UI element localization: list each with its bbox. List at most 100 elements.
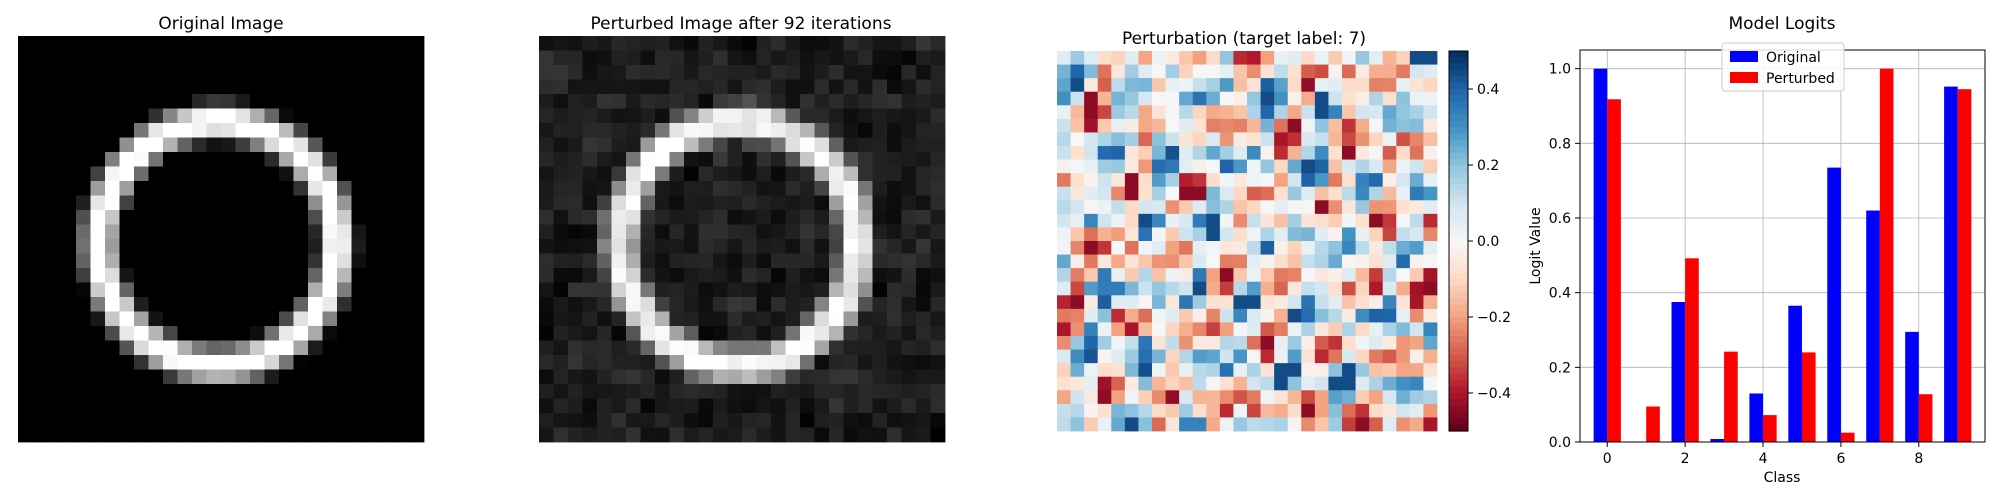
pixel-cell	[582, 137, 598, 153]
pixel-cell	[1423, 241, 1438, 255]
pixel-cell	[901, 108, 917, 124]
pixel-cell	[177, 239, 193, 254]
pixel-cell	[1124, 390, 1139, 405]
pixel-cell	[279, 94, 294, 109]
pixel-cell	[221, 297, 236, 312]
pixel-cell	[380, 36, 396, 51]
pixel-cell	[582, 268, 598, 283]
pixel-cell	[119, 210, 135, 225]
pixel-cell	[1355, 390, 1370, 405]
pixel-cell	[366, 297, 381, 312]
pixel-cell	[177, 210, 193, 225]
pixel-cell	[1097, 105, 1112, 120]
pixel-cell	[930, 340, 946, 356]
pixel-cell	[1233, 200, 1248, 215]
pixel-cell	[640, 181, 656, 196]
pixel-cell	[916, 413, 931, 428]
pixel-cell	[1301, 200, 1316, 215]
pixel-cell	[235, 253, 251, 269]
pixel-cell	[655, 253, 670, 269]
pixel-cell	[351, 340, 367, 356]
pixel-cell	[800, 384, 815, 399]
pixel-cell	[163, 413, 178, 428]
pixel-cell	[1192, 417, 1207, 432]
pixel-cell	[611, 36, 627, 51]
pixel-cell	[395, 152, 410, 167]
pixel-cell	[1301, 241, 1316, 255]
pixel-cell	[1152, 241, 1166, 255]
pixel-cell	[669, 239, 685, 254]
pixel-cell	[366, 94, 381, 109]
pixel-cell	[1138, 186, 1153, 201]
pixel-cell	[684, 152, 699, 167]
pixel-cell	[1287, 186, 1302, 201]
pixel-cell	[814, 311, 830, 327]
pixel-cell	[1070, 51, 1085, 65]
pixel-cell	[119, 94, 135, 109]
pixel-cell	[18, 355, 33, 370]
pixel-cell	[148, 427, 164, 443]
pixel-cell	[785, 65, 801, 80]
pixel-cell	[1423, 186, 1438, 201]
pixel-cell	[1314, 417, 1329, 432]
pixel-cell	[366, 268, 381, 283]
pixel-cell	[76, 239, 91, 254]
pixel-cell	[293, 137, 309, 153]
pixel-cell	[380, 210, 396, 225]
pixel-cell	[829, 108, 844, 124]
pixel-cell	[930, 166, 946, 182]
pixel-cell	[1382, 51, 1397, 65]
pixel-cell	[698, 79, 714, 95]
pixel-cell	[1124, 118, 1139, 133]
pixel-cell	[858, 137, 873, 153]
pixel-cell	[279, 210, 294, 225]
pixel-cell	[293, 326, 309, 341]
pixel-cell	[1233, 322, 1248, 337]
pixel-cell	[1287, 403, 1302, 418]
pixel-cell	[279, 413, 294, 428]
pixel-cell	[1165, 268, 1180, 283]
pixel-cell	[1314, 403, 1329, 418]
pixel-cell	[409, 195, 425, 211]
pixel-cell	[1057, 295, 1071, 310]
pixel-cell	[1165, 403, 1180, 418]
pixel-cell	[206, 355, 222, 370]
pixel-cell	[1314, 200, 1329, 215]
pixel-cell	[858, 355, 873, 370]
pixel-cell	[1124, 78, 1139, 93]
pixel-cell	[1369, 91, 1384, 106]
pixel-cell	[800, 50, 815, 66]
pixel-cell	[742, 166, 757, 182]
pixel-cell	[148, 224, 164, 240]
pixel-cell	[1409, 336, 1424, 350]
pixel-cell	[1206, 254, 1221, 269]
pixel-cell	[669, 355, 685, 370]
pixel-cell	[322, 427, 338, 443]
pixel-cell	[1247, 254, 1261, 269]
pixel-cell	[727, 326, 743, 341]
pixel-cell	[1396, 403, 1411, 418]
bar-perturbed-class-7	[1879, 68, 1894, 443]
pixel-cell	[308, 123, 323, 138]
pixel-cell	[597, 152, 612, 167]
pixel-cell	[206, 282, 222, 298]
pixel-cell	[105, 384, 120, 399]
pixel-cell	[1206, 78, 1221, 93]
pixel-cell	[148, 326, 164, 341]
pixel-cell	[1423, 173, 1438, 188]
pixel-cell	[119, 427, 135, 443]
pixel-cell	[235, 384, 251, 399]
pixel-cell	[279, 268, 294, 283]
pixel-cell	[887, 282, 902, 298]
pixel-cell	[872, 94, 888, 109]
pixel-cell	[177, 94, 193, 109]
pixel-cell	[872, 123, 888, 138]
pixel-cell	[380, 311, 396, 327]
pixel-cell	[1342, 349, 1356, 364]
pixel-cell	[61, 297, 77, 312]
pixel-cell	[1247, 336, 1261, 350]
pixel-cell	[800, 65, 815, 80]
pixel-cell	[235, 108, 251, 124]
pixel-cell	[1382, 105, 1397, 120]
pixel-cell	[727, 355, 743, 370]
